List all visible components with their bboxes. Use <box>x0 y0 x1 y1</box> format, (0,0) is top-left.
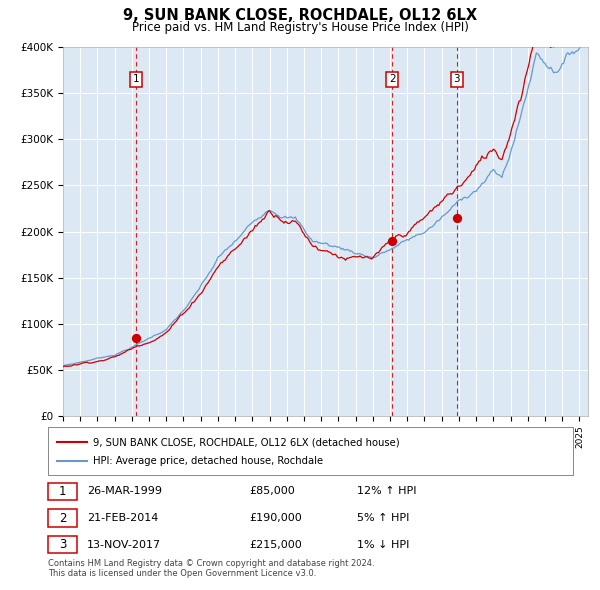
Text: 12% ↑ HPI: 12% ↑ HPI <box>357 487 416 496</box>
Text: £190,000: £190,000 <box>249 513 302 523</box>
Text: Price paid vs. HM Land Registry's House Price Index (HPI): Price paid vs. HM Land Registry's House … <box>131 21 469 34</box>
Text: 5% ↑ HPI: 5% ↑ HPI <box>357 513 409 523</box>
Text: £85,000: £85,000 <box>249 487 295 496</box>
Text: 13-NOV-2017: 13-NOV-2017 <box>87 540 161 549</box>
Point <box>452 213 461 222</box>
Text: 1: 1 <box>59 485 66 498</box>
Text: This data is licensed under the Open Government Licence v3.0.: This data is licensed under the Open Gov… <box>48 569 316 578</box>
Point <box>388 236 397 245</box>
Text: 3: 3 <box>454 74 460 84</box>
Text: 21-FEB-2014: 21-FEB-2014 <box>87 513 158 523</box>
Text: 2: 2 <box>59 512 66 525</box>
Text: 3: 3 <box>59 538 66 551</box>
Text: 2: 2 <box>389 74 395 84</box>
Text: 9, SUN BANK CLOSE, ROCHDALE, OL12 6LX (detached house): 9, SUN BANK CLOSE, ROCHDALE, OL12 6LX (d… <box>93 437 400 447</box>
Text: 26-MAR-1999: 26-MAR-1999 <box>87 487 162 496</box>
Point <box>131 333 140 342</box>
Text: 1: 1 <box>133 74 139 84</box>
Text: Contains HM Land Registry data © Crown copyright and database right 2024.: Contains HM Land Registry data © Crown c… <box>48 559 374 568</box>
Text: £215,000: £215,000 <box>249 540 302 549</box>
Text: HPI: Average price, detached house, Rochdale: HPI: Average price, detached house, Roch… <box>93 457 323 467</box>
Text: 1% ↓ HPI: 1% ↓ HPI <box>357 540 409 549</box>
Text: 9, SUN BANK CLOSE, ROCHDALE, OL12 6LX: 9, SUN BANK CLOSE, ROCHDALE, OL12 6LX <box>123 8 477 22</box>
